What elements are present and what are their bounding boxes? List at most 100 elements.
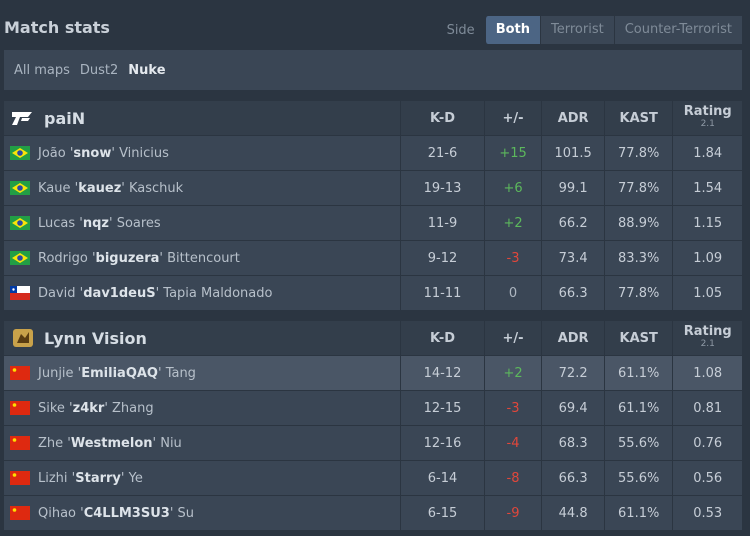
team-logo <box>12 112 32 125</box>
player-cell: João 'snow' Vinicius <box>4 136 400 170</box>
stat-rating: 1.84 <box>693 145 723 161</box>
stat-cell: 12-16 <box>400 426 483 460</box>
player-name[interactable]: Sike 'z4kr' Zhang <box>38 401 154 416</box>
page-title: Match stats <box>4 18 110 37</box>
player-name[interactable]: Qihao 'C4LLM3SU3' Su <box>38 506 194 521</box>
stat-cell: 21-6 <box>400 136 483 170</box>
flag <box>10 286 30 300</box>
column-label: KAST <box>619 330 658 346</box>
stat-diff: 0 <box>508 285 518 301</box>
stat-diff: -9 <box>506 505 520 521</box>
stat-cell: 9-12 <box>400 241 483 275</box>
stat-cell: 11-9 <box>400 206 483 240</box>
stat-cell: 1.15 <box>672 206 742 240</box>
first-name: Kaue ' <box>38 180 79 196</box>
flag <box>10 436 30 450</box>
rating-version: 2.1 <box>700 339 715 349</box>
stat-kast: 77.8% <box>618 180 660 196</box>
team-logo <box>13 329 33 347</box>
last-name: ' Soares <box>109 215 161 231</box>
last-name: ' Zhang <box>104 400 154 416</box>
player-row: Junjie 'EmiliaQAQ' Tang 14-12 +2 72.2 61.1% 1… <box>4 356 742 391</box>
stat-kd: 12-16 <box>423 435 462 451</box>
player-name[interactable]: Lizhi 'Starry' Ye <box>38 471 143 486</box>
first-name: Lucas ' <box>38 215 83 231</box>
stat-cell: 12-15 <box>400 391 483 425</box>
map-option[interactable]: All maps <box>14 62 70 78</box>
stat-cell: -9 <box>483 496 542 530</box>
stat-rating: 1.05 <box>693 285 723 301</box>
stat-cell: 1.09 <box>672 241 742 275</box>
map-option[interactable]: Nuke <box>128 62 166 78</box>
player-name[interactable]: Lucas 'nqz' Soares <box>38 216 161 231</box>
stat-adr: 66.2 <box>558 215 588 231</box>
player-cell: Lizhi 'Starry' Ye <box>4 461 400 495</box>
stat-kast: 77.8% <box>618 285 660 301</box>
column-header: Rating 2.1 <box>672 321 742 355</box>
stat-cell: 77.8% <box>603 171 673 205</box>
side-option[interactable]: Counter-Terrorist <box>613 16 742 44</box>
stat-cell: 66.3 <box>541 276 604 310</box>
player-name[interactable]: Rodrigo 'biguzera' Bittencourt <box>38 251 240 266</box>
first-name: João ' <box>38 145 74 161</box>
stat-cell: 66.3 <box>541 461 604 495</box>
stat-kd: 9-12 <box>427 250 458 266</box>
column-header: ADR <box>541 101 604 135</box>
column-label: K-D <box>429 330 456 346</box>
stat-cell: 19-13 <box>400 171 483 205</box>
flag <box>10 366 30 380</box>
player-name[interactable]: Zhe 'Westmelon' Niu <box>38 436 182 451</box>
player-name[interactable]: João 'snow' Vinicius <box>38 146 169 161</box>
stat-adr: 73.4 <box>558 250 588 266</box>
stat-cell: 55.6% <box>603 461 673 495</box>
stat-kd: 6-14 <box>427 470 458 486</box>
team-name[interactable]: Lynn Vision <box>44 328 147 348</box>
stat-cell: 0.56 <box>672 461 742 495</box>
stat-cell: 55.6% <box>603 426 673 460</box>
last-name: ' Kaschuk <box>121 180 184 196</box>
stat-adr: 44.8 <box>558 505 588 521</box>
stat-rating: 1.54 <box>693 180 723 196</box>
stat-cell: 1.84 <box>672 136 742 170</box>
rating-header: Rating 2.1 <box>684 325 732 350</box>
team-cell: paiN <box>4 101 400 135</box>
player-name[interactable]: Junjie 'EmiliaQAQ' Tang <box>38 366 196 381</box>
player-row: Kaue 'kauez' Kaschuk 19-13 +6 99.1 77.8% 1.54 <box>4 171 742 206</box>
stat-cell: 72.2 <box>541 356 604 390</box>
side-option[interactable]: Both <box>484 16 540 44</box>
stat-kd: 21-6 <box>427 145 458 161</box>
stat-rating: 1.15 <box>693 215 723 231</box>
map-filter: All maps Dust2 Nuke <box>4 50 742 90</box>
stat-cell: 61.1% <box>603 391 673 425</box>
stat-rating: 0.56 <box>693 470 723 486</box>
player-cell: David 'dav1deuS' Tapia Maldonado <box>4 276 400 310</box>
stat-kast: 61.1% <box>618 505 660 521</box>
stat-cell: 6-15 <box>400 496 483 530</box>
team-name[interactable]: paiN <box>44 108 86 128</box>
stat-cell: 0.53 <box>672 496 742 530</box>
player-cell: Sike 'z4kr' Zhang <box>4 391 400 425</box>
stat-diff: +2 <box>503 365 523 381</box>
player-name[interactable]: Kaue 'kauez' Kaschuk <box>38 181 183 196</box>
stat-kast: 61.1% <box>618 365 660 381</box>
stat-cell: 83.3% <box>603 241 673 275</box>
side-option[interactable]: Terrorist <box>540 16 614 44</box>
column-header: +/- <box>483 101 542 135</box>
map-option[interactable]: Dust2 <box>79 62 119 78</box>
rating-version: 2.1 <box>700 119 715 129</box>
team-table: paiN K-D +/- ADR KAST Rating 2.1 João 'snow' Vi… <box>4 101 742 311</box>
first-name: Rodrigo ' <box>38 250 96 266</box>
stat-cell: 1.05 <box>672 276 742 310</box>
stat-cell: 77.8% <box>603 276 673 310</box>
column-label: KAST <box>619 110 658 126</box>
player-cell: Junjie 'EmiliaQAQ' Tang <box>4 356 400 390</box>
stat-cell: 68.3 <box>541 426 604 460</box>
stat-adr: 69.4 <box>558 400 588 416</box>
last-name: ' Tapia Maldonado <box>155 285 273 301</box>
stat-rating: 0.76 <box>693 435 723 451</box>
player-row: David 'dav1deuS' Tapia Maldonado 11-11 0 66… <box>4 276 742 311</box>
stat-cell: 6-14 <box>400 461 483 495</box>
player-cell: Rodrigo 'biguzera' Bittencourt <box>4 241 400 275</box>
player-name[interactable]: David 'dav1deuS' Tapia Maldonado <box>38 286 272 301</box>
